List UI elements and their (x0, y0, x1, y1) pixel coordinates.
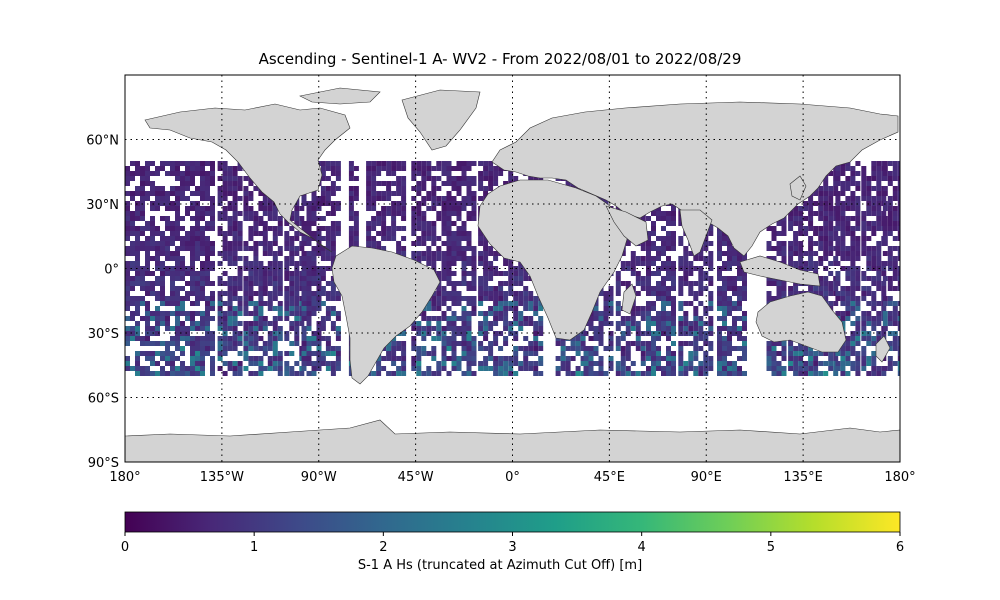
latitude-tick-label: 30°N (86, 198, 119, 213)
latitude-tick-label: 30°S (88, 327, 119, 342)
latitude-tick-label: 60°N (86, 134, 119, 149)
graticule (125, 75, 900, 462)
colorbar-tick-label: 4 (638, 540, 646, 555)
longitude-tick-label: 45°W (398, 470, 434, 485)
longitude-tick-label: 90°E (691, 470, 722, 485)
latitude-tick-labels: 60°N 30°N 0° 30°S 60°S 90°S (86, 134, 119, 472)
africa-landmass (477, 179, 629, 341)
arabia-landmass (605, 205, 649, 247)
colorbar-tick-label: 2 (379, 540, 387, 555)
latitude-tick-label: 0° (104, 263, 119, 278)
colorbar-tick-label: 3 (508, 540, 516, 555)
japan-landmass (789, 175, 807, 201)
colorbar-tick-label: 6 (896, 540, 904, 555)
south-america-landmass (331, 245, 441, 385)
colorbar (124, 511, 901, 533)
southeast-asia-islands (739, 255, 821, 287)
colorbar-ticks: 0 1 2 3 4 5 6 (121, 532, 904, 555)
longitude-tick-label: 45°E (594, 470, 625, 485)
colorbar-label: S-1 A Hs (truncated at Azimuth Cut Off) … (357, 558, 643, 573)
longitude-tick-label: 135°W (200, 470, 244, 485)
latitude-tick-label: 60°S (88, 392, 119, 407)
latitude-tick-label: 90°S (88, 456, 119, 471)
europe-asia-landmass (491, 101, 899, 257)
colorbar-tick-label: 1 (250, 540, 258, 555)
australia-landmass (755, 291, 847, 353)
longitude-tick-label: 90°W (301, 470, 337, 485)
longitude-tick-label: 180° (109, 470, 140, 485)
antarctica-landmass (125, 419, 900, 462)
longitude-tick-label: 0° (505, 470, 520, 485)
map-frame (124, 74, 901, 463)
longitude-tick-label: 180° (884, 470, 915, 485)
madagascar-landmass (621, 283, 637, 315)
longitude-tick-labels: 180° 135°W 90°W 45°W 0° 45°E 90°E 135°E 180° (109, 470, 915, 485)
new-zealand-landmass (875, 335, 891, 363)
land-masses (125, 87, 900, 462)
arctic-islands (299, 87, 381, 105)
north-america-landmass (144, 103, 351, 253)
longitude-tick-label: 135°E (783, 470, 823, 485)
colorbar-tick-label: 5 (767, 540, 775, 555)
india-landmass (679, 209, 713, 257)
map-title: Ascending - Sentinel-1 A- WV2 - From 202… (258, 50, 742, 68)
greenland-landmass (401, 89, 481, 151)
colorbar-tick-label: 0 (121, 540, 129, 555)
